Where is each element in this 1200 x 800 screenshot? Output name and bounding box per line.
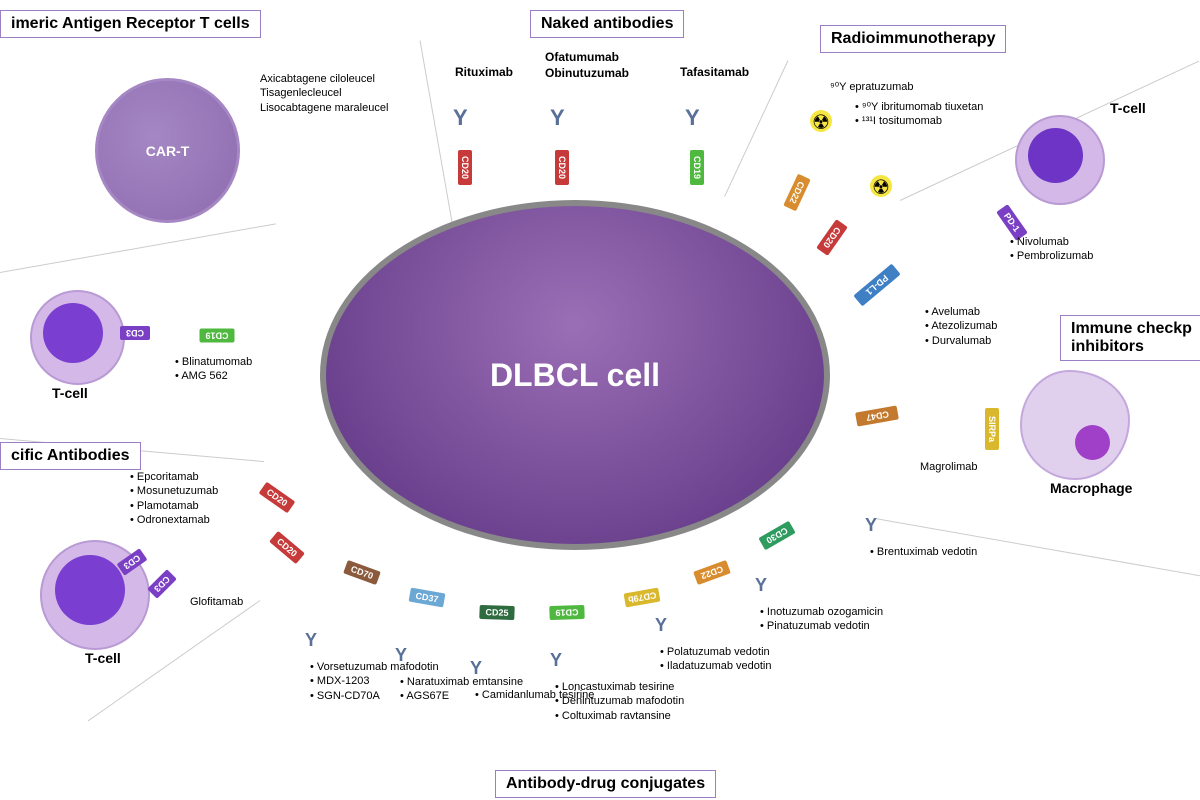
adc-cd19-drugs: Loncastuximab tesirineDenintuzumab mafod… bbox=[555, 680, 684, 723]
radioactive-icon: ☢ bbox=[810, 110, 832, 132]
receptor-cd37: CD37 bbox=[409, 588, 446, 608]
adc-antibody-icon: Y bbox=[395, 645, 407, 666]
section-label: Antibody-drug conjugates bbox=[495, 770, 716, 798]
pd1-drugs: NivolumabPembrolizumab bbox=[1010, 235, 1093, 264]
adc-antibody-icon: Y bbox=[305, 630, 317, 651]
tcell-label: T-cell bbox=[1110, 100, 1146, 116]
receptor-cd20: CD20 bbox=[555, 150, 569, 185]
adc-antibody-icon: Y bbox=[755, 575, 767, 596]
receptor-pd-l1: PD-L1 bbox=[853, 264, 900, 307]
receptor-cd20: CD20 bbox=[816, 219, 848, 256]
receptor-cd70: CD70 bbox=[343, 560, 381, 585]
receptor-cd19: CD19 bbox=[200, 329, 235, 343]
tcell-label: T-cell bbox=[85, 650, 121, 666]
section-label: imeric Antigen Receptor T cells bbox=[0, 10, 261, 38]
antibody-icon: Y bbox=[550, 105, 565, 131]
antibody-icon: Y bbox=[453, 105, 468, 131]
receptor-cd3: CD3 bbox=[120, 326, 150, 340]
macrophage-nucleus bbox=[1075, 425, 1110, 460]
central-cell-label: DLBCL cell bbox=[490, 357, 660, 394]
section-divider bbox=[0, 223, 276, 273]
adc-antibody-icon: Y bbox=[550, 650, 562, 671]
glofitamab-label: Glofitamab bbox=[190, 595, 243, 609]
tcell-label: T-cell bbox=[52, 385, 88, 401]
cart-label: CAR-T bbox=[146, 143, 190, 159]
receptor-cd25: CD25 bbox=[479, 605, 514, 620]
receptor-cd20: CD20 bbox=[458, 150, 472, 185]
bispecific-drugs-2: EpcoritamabMosunetuzumabPlamotamabOdrone… bbox=[130, 470, 218, 527]
bispecific-drugs-1: BlinatumomabAMG 562 bbox=[175, 355, 252, 384]
receptor-cd22: CD22 bbox=[693, 560, 731, 585]
macrophage-label: Macrophage bbox=[1050, 480, 1132, 496]
receptor-cd19: CD19 bbox=[549, 605, 584, 620]
adc-cd30-drugs: Brentuximab vedotin bbox=[870, 545, 977, 559]
drug-label: Tafasitamab bbox=[680, 65, 749, 81]
section-label: Radioimmunotherapy bbox=[820, 25, 1006, 53]
drug-label: Ofatumumab Obinutuzumab bbox=[545, 50, 629, 81]
radio-drug: ⁹⁰Y ibritumomab tiuxetan¹³¹I tositumomab bbox=[855, 100, 983, 129]
receptor-cd22: CD22 bbox=[783, 174, 810, 212]
adc-antibody-icon: Y bbox=[470, 658, 482, 679]
adc-antibody-icon: Y bbox=[865, 515, 877, 536]
tcell-nucleus bbox=[43, 303, 103, 363]
radioactive-icon: ☢ bbox=[870, 175, 892, 197]
tcell-nucleus bbox=[55, 555, 125, 625]
cart-cell: CAR-T bbox=[95, 78, 240, 223]
section-label: Naked antibodies bbox=[530, 10, 684, 38]
receptor-cd30: CD30 bbox=[758, 521, 795, 551]
receptor-cd19: CD19 bbox=[690, 150, 704, 185]
receptor-cd3: CD3 bbox=[147, 569, 177, 599]
section-label: cific Antibodies bbox=[0, 442, 141, 470]
antibody-icon: Y bbox=[685, 105, 700, 131]
adc-cd22-drugs: Inotuzumab ozogamicinPinatuzumab vedotin bbox=[760, 605, 883, 634]
cart-drugs: Axicabtagene ciloleucelTisagenlecleucelL… bbox=[260, 72, 388, 115]
radio-drug: ⁹⁰Y epratuzumab bbox=[830, 80, 914, 94]
receptor-cd20: CD20 bbox=[269, 531, 305, 564]
pdl1-drugs: AvelumabAtezolizumabDurvalumab bbox=[925, 305, 997, 348]
receptor-cd47: CD47 bbox=[855, 405, 899, 426]
diagram-canvas: DLBCL cell imeric Antigen Receptor T cel… bbox=[0, 0, 1200, 800]
receptor-sirpa: SIRPa bbox=[985, 408, 999, 450]
drug-label: Rituximab bbox=[455, 65, 513, 81]
adc-antibody-icon: Y bbox=[655, 615, 667, 636]
receptor-cd20: CD20 bbox=[259, 482, 296, 514]
adc-cd79b-drugs: Polatuzumab vedotinIladatuzumab vedotin bbox=[660, 645, 772, 674]
magrolimab-label: Magrolimab bbox=[920, 460, 977, 474]
receptor-cd79b: CD79b bbox=[624, 588, 661, 608]
section-label: Immune checkp inhibitors bbox=[1060, 315, 1200, 361]
central-dlbcl-cell: DLBCL cell bbox=[320, 200, 830, 550]
section-divider bbox=[724, 60, 788, 196]
tcell-nucleus bbox=[1028, 128, 1083, 183]
macrophage-cell bbox=[1020, 370, 1130, 480]
